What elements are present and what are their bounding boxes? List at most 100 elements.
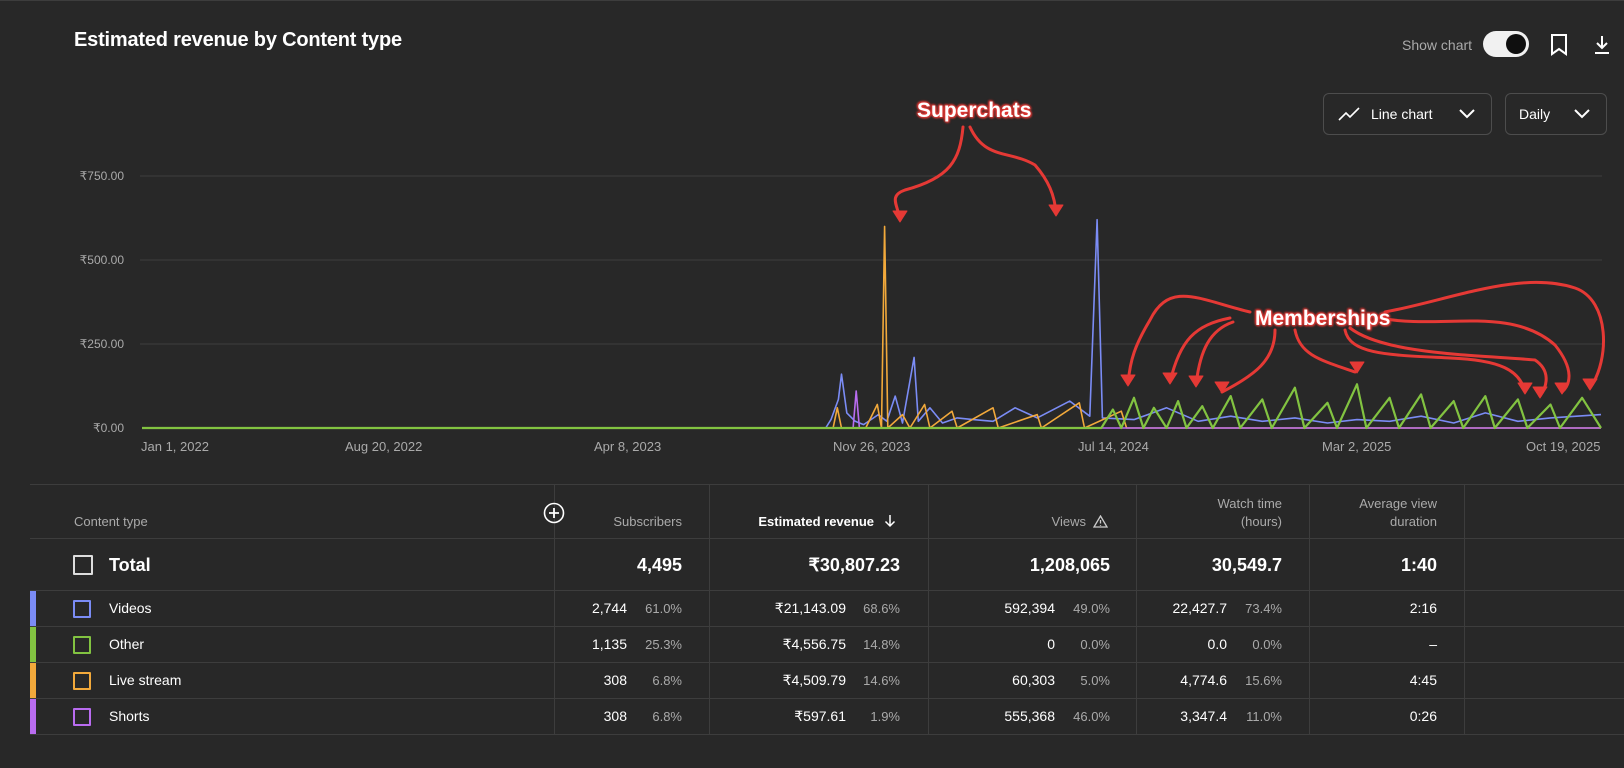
row-checkbox[interactable] [73,708,91,726]
x-tick-label: Mar 2, 2025 [1322,439,1392,454]
header-divider [30,538,1624,539]
row-subscribers-pct: 25.3% [645,637,682,652]
x-tick-label: Jan 1, 2022 [141,439,209,454]
show-chart-toggle[interactable] [1483,31,1529,57]
y-tick-label: ₹500.00 [79,253,124,267]
row-watch-time: 0.0 [1207,636,1227,652]
total-watch-time: 30,549.7 [1211,555,1282,575]
arrow-head [1188,375,1204,388]
annotation-arrow [1220,328,1277,394]
row-label: Videos [109,600,152,616]
column-divider [928,484,929,735]
row-divider [30,626,1624,627]
col-header-watch-time[interactable]: Watch time (hours) [1150,495,1282,531]
row-watch-time: 4,774.6 [1180,672,1227,688]
superchats-annotation: Superchats [917,99,1032,122]
row-views: 0 [1047,636,1055,652]
row-subscribers-pct: 6.8% [652,709,682,724]
col-header-subscribers[interactable]: Subscribers [613,514,682,529]
col-header-avg-view-duration[interactable]: Average view duration [1320,495,1437,531]
interval-label: Daily [1519,106,1551,122]
col-header-watch-time-line1: Watch time [1217,496,1282,511]
row-subscribers-pct: 61.0% [645,601,682,616]
col-header-estimated-revenue[interactable]: Estimated revenue [758,514,874,529]
interval-dropdown[interactable]: Daily [1505,93,1607,135]
row-views-pct: 49.0% [1073,601,1110,616]
col-header-views[interactable]: Views [1051,514,1086,529]
row-checkbox[interactable] [73,672,91,690]
series-color-bar [30,591,36,626]
row-watch-time-pct: 11.0% [1246,709,1282,724]
x-tick-label: Jul 14, 2024 [1078,439,1149,454]
row-divider [30,698,1624,699]
row-watch-time: 3,347.4 [1180,708,1227,724]
annotation-arrow [968,125,1058,216]
row-label: Other [109,636,145,652]
row-revenue: ₹597.61 [794,708,846,724]
total-divider [30,590,1624,591]
row-subscribers: 308 [603,708,627,724]
add-column-icon[interactable] [543,502,565,524]
column-divider [554,484,555,735]
row-avd: 4:45 [1409,672,1437,688]
arrow-head [1120,374,1136,387]
series-line-other[interactable] [142,383,1602,430]
toggle-knob [1506,34,1526,54]
revenue-line-chart[interactable] [0,0,1624,470]
row-revenue-pct: 14.8% [863,637,900,652]
arrow-head [1349,361,1365,374]
row-subscribers: 2,744 [591,600,627,616]
series-color-bar [30,627,36,662]
warning-icon[interactable] [1092,514,1109,533]
arrow-head [1582,378,1598,391]
row-views: 592,394 [1004,600,1055,616]
annotation-arrow [1126,294,1252,386]
row-revenue-pct: 1.9% [870,709,900,724]
col-header-watch-time-line2: (hours) [1240,514,1282,529]
bookmark-icon[interactable] [1547,33,1571,57]
series-line-shorts[interactable] [142,390,1601,429]
row-revenue: ₹4,509.79 [782,672,846,688]
col-header-content-type[interactable]: Content type [74,514,148,529]
annotation-arrow [1378,316,1571,394]
row-avd: 2:16 [1409,600,1437,616]
row-views-pct: 5.0% [1080,673,1110,688]
memberships-annotation: Memberships [1255,307,1391,330]
total-subscribers: 4,495 [636,555,682,575]
row-label: Live stream [109,672,182,688]
row-watch-time-pct: 15.6% [1245,673,1282,688]
row-label: Shorts [109,708,150,724]
row-checkbox[interactable] [73,600,91,618]
row-subscribers: 308 [603,672,627,688]
download-icon[interactable] [1590,33,1614,57]
row-views-pct: 0.0% [1080,637,1110,652]
y-tick-label: ₹250.00 [79,337,124,351]
arrow-head [1048,204,1064,217]
total-label: Total [109,555,151,575]
y-tick-label: ₹0.00 [93,421,124,435]
row-divider [30,662,1624,663]
chart-type-label: Line chart [1371,106,1433,122]
x-tick-label: Apr 8, 2023 [594,439,662,454]
sort-down-arrow-icon[interactable] [884,514,896,533]
row-revenue: ₹4,556.75 [782,636,846,652]
total-views: 1,208,065 [1029,555,1110,575]
y-tick-label: ₹750.00 [79,169,124,183]
chart-title: Estimated revenue by Content type [74,29,402,51]
table-top-divider [30,484,1624,485]
arrow-head [1554,382,1570,395]
row-checkbox[interactable] [73,636,91,654]
row-subscribers: 1,135 [591,636,627,652]
show-chart-label: Show chart [1402,37,1473,53]
row-views: 60,303 [1012,672,1055,688]
row-divider [30,734,1624,735]
row-avd: – [1429,636,1437,652]
row-subscribers-pct: 6.8% [652,673,682,688]
total-avd: 1:40 [1400,555,1437,575]
arrow-head [1517,382,1533,395]
arrow-head [1214,381,1230,394]
annotation-arrow [1343,328,1527,394]
total-checkbox[interactable] [73,555,93,575]
chart-type-dropdown[interactable]: Line chart [1323,93,1492,135]
column-divider [1136,484,1137,735]
